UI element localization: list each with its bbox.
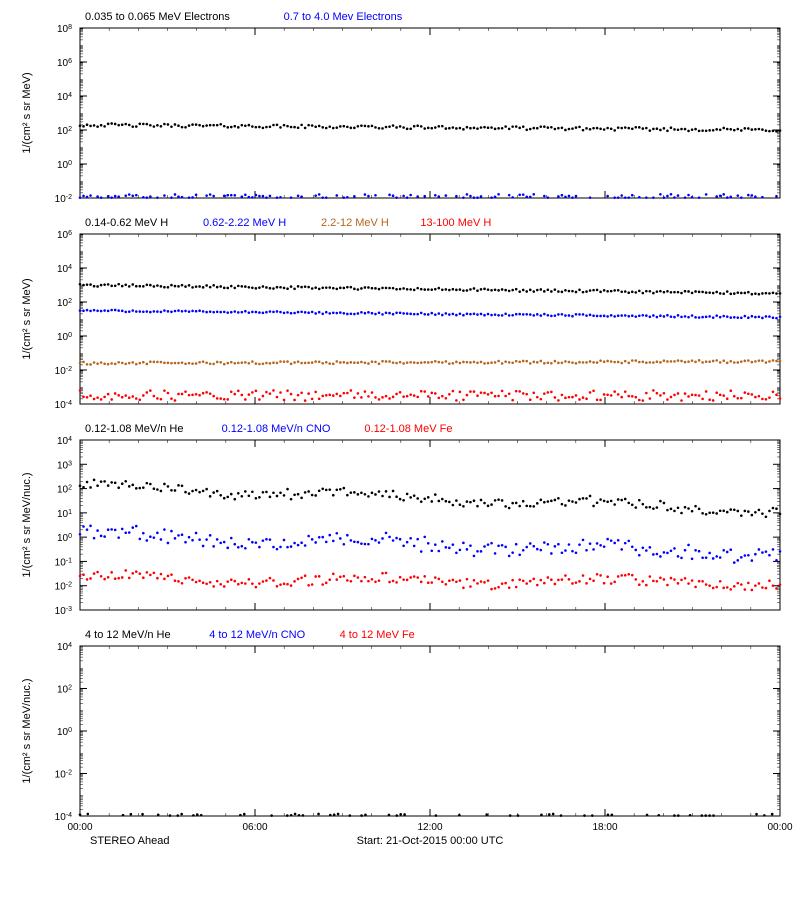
y-tick-label: 102: [57, 484, 72, 496]
y-tick-label: 100: [57, 160, 72, 172]
y-tick-label: 10-2: [55, 366, 72, 378]
chart-container: 0.035 to 0.065 MeV Electrons 0.7 to 4.0 M…: [0, 0, 800, 900]
data-series: [79, 479, 782, 519]
y-tick-label: 102: [57, 126, 72, 138]
y-tick-label: 104: [57, 264, 72, 276]
y-tick-label: 104: [57, 436, 72, 448]
y-tick-label: 102: [57, 298, 72, 310]
x-tick-label: 12:00: [417, 822, 442, 833]
y-tick-label: 106: [57, 58, 72, 70]
data-series: [79, 569, 782, 591]
y-tick-label: 100: [57, 332, 72, 344]
y-tick-label: 104: [57, 92, 72, 104]
y-tick-label: 108: [57, 24, 72, 36]
x-tick-label: 00:00: [67, 822, 92, 833]
footer-center: Start: 21-Oct-2015 00:00 UTC: [357, 835, 504, 847]
x-tick-label: 06:00: [242, 822, 267, 833]
y-tick-label: 10-1: [55, 557, 72, 569]
y-tick-label: 100: [57, 727, 72, 739]
data-series: [79, 359, 782, 366]
series-legend-label: 4 to 12 MeV Fe: [340, 629, 415, 641]
x-tick-label: 18:00: [592, 822, 617, 833]
data-series: [79, 309, 782, 320]
series-legend-label: 0.035 to 0.065 MeV Electrons: [85, 11, 230, 23]
series-legend-label: 0.62-2.22 MeV H: [203, 217, 286, 229]
series-legend-label: 0.12-1.08 MeV/n CNO: [222, 423, 331, 435]
y-axis-label: 1/(cm² s sr MeV): [21, 72, 33, 153]
panel-frame: [80, 28, 780, 198]
data-series: [79, 122, 782, 132]
y-tick-label: 100: [57, 533, 72, 545]
panel-frame: [80, 646, 780, 816]
data-series: [79, 283, 782, 296]
y-tick-label: 102: [57, 684, 72, 696]
x-tick-label: 00:00: [767, 822, 792, 833]
y-tick-label: 106: [57, 230, 72, 242]
y-tick-label: 10-4: [55, 400, 72, 412]
series-legend-label: 2.2-12 MeV H: [321, 217, 389, 229]
y-tick-label: 103: [57, 460, 72, 472]
series-legend-label: 0.12-1.08 MeV/n He: [85, 423, 183, 435]
y-tick-label: 10-2: [55, 194, 72, 206]
y-axis-label: 1/(cm² s sr MeV/nuc.): [21, 678, 33, 783]
y-tick-label: 101: [57, 508, 72, 520]
chart-svg: 0.035 to 0.065 MeV Electrons 0.7 to 4.0 M…: [0, 0, 800, 900]
y-axis-label: 1/(cm² s sr MeV): [21, 278, 33, 359]
y-tick-label: 10-2: [55, 581, 72, 593]
panel-frame: [80, 234, 780, 404]
footer-left: STEREO Ahead: [90, 835, 170, 847]
series-legend-label: 0.12-1.08 MeV Fe: [364, 423, 452, 435]
panel-frame: [80, 440, 780, 610]
series-legend-label: 0.7 to 4.0 Mev Electrons: [284, 11, 403, 23]
series-legend-label: 4 to 12 MeV/n He: [85, 629, 171, 641]
y-axis-label: 1/(cm² s sr MeV/nuc.): [21, 472, 33, 577]
y-tick-label: 104: [57, 642, 72, 654]
series-legend-label: 4 to 12 MeV/n CNO: [209, 629, 305, 641]
data-series: [79, 524, 782, 563]
y-tick-label: 10-2: [55, 769, 72, 781]
series-legend-label: 13-100 MeV H: [420, 217, 491, 229]
y-tick-label: 10-3: [55, 606, 72, 618]
series-legend-label: 0.14-0.62 MeV H: [85, 217, 168, 229]
